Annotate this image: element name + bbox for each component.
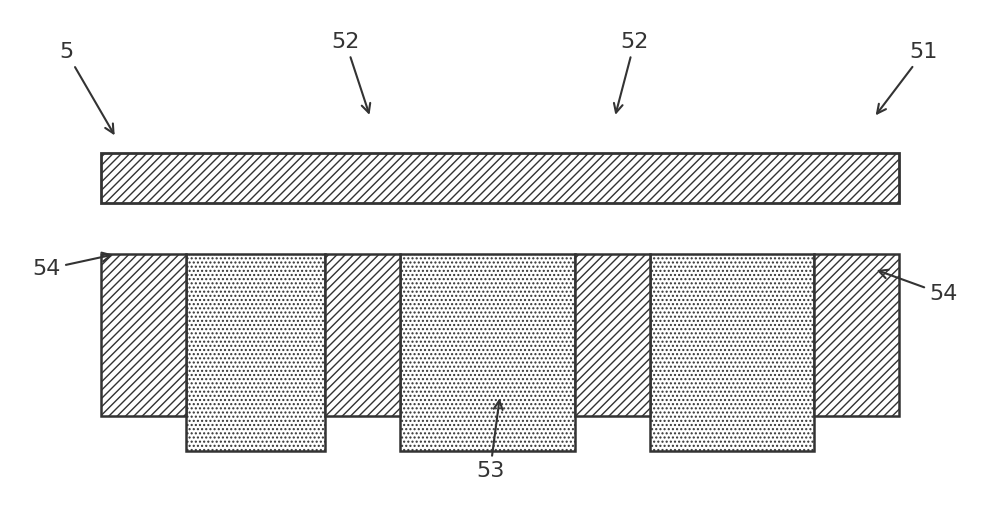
Bar: [814, 254, 899, 416]
Bar: [400, 254, 575, 451]
Bar: [650, 254, 814, 451]
Bar: [101, 153, 899, 204]
Text: 53: 53: [476, 400, 504, 481]
Bar: [575, 254, 650, 416]
Text: 54: 54: [879, 270, 958, 304]
Bar: [325, 254, 400, 416]
Text: 54: 54: [32, 252, 111, 279]
Bar: [101, 254, 186, 416]
Text: 52: 52: [614, 32, 649, 113]
Text: 5: 5: [59, 42, 114, 134]
Bar: [186, 254, 325, 451]
Text: 51: 51: [877, 42, 938, 113]
Text: 52: 52: [331, 32, 370, 113]
